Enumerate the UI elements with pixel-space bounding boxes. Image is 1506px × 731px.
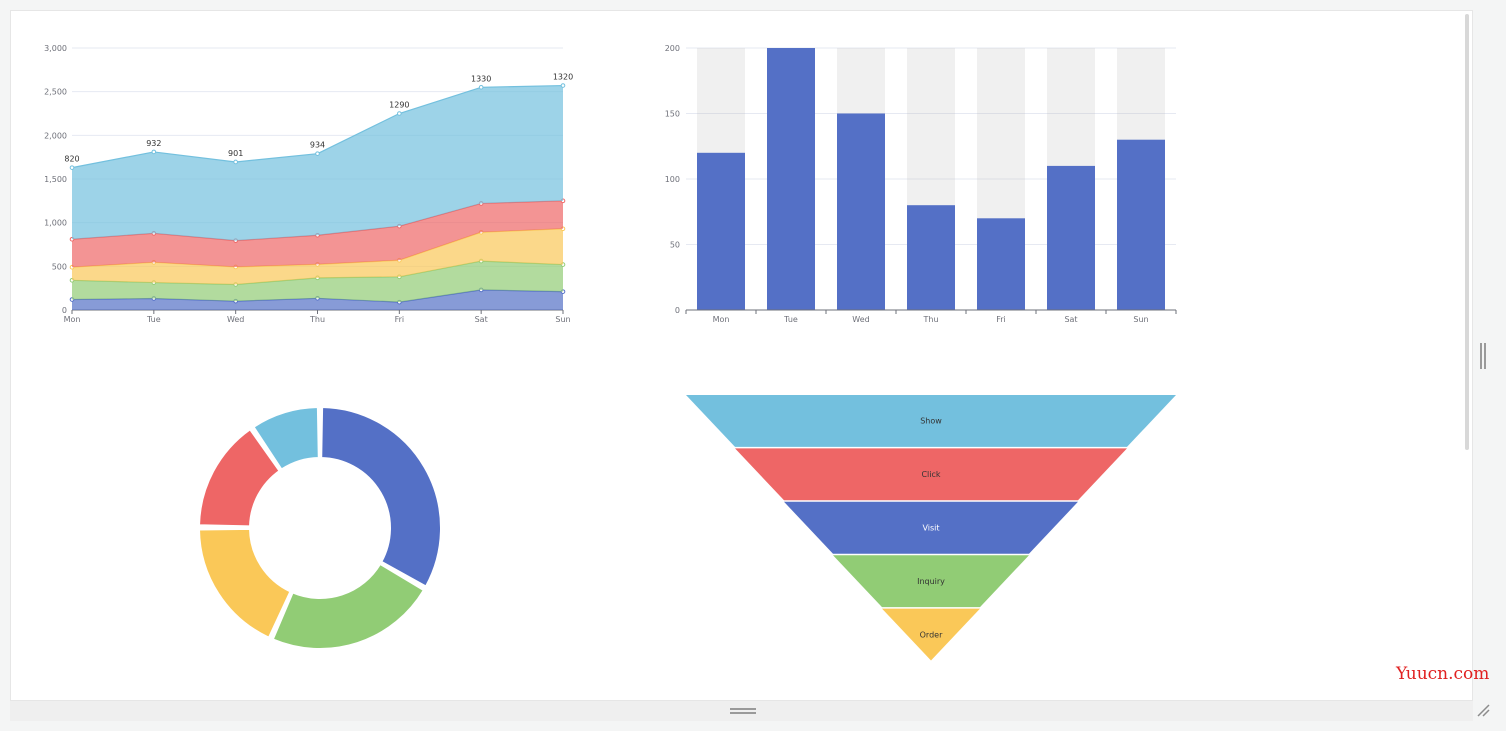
funnel-label: Show (920, 417, 942, 426)
data-label: 1320 (553, 73, 573, 82)
bar-sun (1117, 139, 1165, 310)
y-tick-label: 1,500 (44, 175, 67, 184)
funnel-label: Click (921, 470, 940, 479)
funnel-chart: Show Click Visit Inquiry Order (686, 395, 1176, 661)
x-tick-label: Wed (852, 315, 869, 324)
y-tick-label: 0 (62, 306, 67, 315)
bar-fri (977, 218, 1025, 310)
stacked-area-chart: 0 500 1,000 1,500 2,000 2,500 3,000 Mon Tue Wed Th… (44, 44, 573, 324)
y-tick-label: 500 (52, 262, 67, 271)
bar-thu (907, 205, 955, 310)
y-tick-label: 100 (665, 175, 680, 184)
area-series-4 (72, 200, 563, 268)
y-tick-label: 50 (670, 241, 680, 250)
x-tick-label: Tue (783, 315, 798, 324)
x-tick-label: Thu (309, 315, 325, 324)
data-point (233, 159, 238, 165)
vertical-scrollbar[interactable] (1465, 14, 1469, 450)
x-tick-label: Sat (475, 315, 488, 324)
data-label: 1290 (389, 101, 409, 110)
y-tick-label: 150 (665, 110, 680, 119)
y-tick-label: 3,000 (44, 44, 67, 53)
funnel-segment-click (735, 448, 1127, 501)
x-tick-label: Mon (713, 315, 730, 324)
area-series-3 (72, 228, 563, 285)
x-tick-label: Wed (227, 315, 244, 324)
x-tick-label: Fri (395, 315, 405, 324)
data-point (151, 149, 157, 155)
bar-wed (837, 113, 885, 310)
donut-slice-3 (198, 527, 292, 639)
x-tick-label: Tue (146, 315, 161, 324)
bar-chart: 0 50 100 150 200 Mon Tue Wed Thu Fri Sat Sun (665, 44, 1177, 324)
data-label: 1330 (471, 74, 491, 83)
donut-chart (198, 406, 442, 650)
drag-handle-icon[interactable] (730, 708, 756, 714)
x-tick-label: Thu (922, 315, 938, 324)
funnel-label: Order (920, 630, 943, 639)
data-label: 934 (310, 141, 325, 150)
area-series-5 (72, 85, 563, 241)
data-label: 932 (146, 139, 161, 148)
x-tick-label: Sun (1133, 315, 1148, 324)
data-point (69, 165, 75, 170)
x-tick-label: Fri (996, 315, 1006, 324)
data-point (560, 83, 566, 88)
data-point (315, 151, 320, 156)
donut-slice-2 (271, 562, 425, 650)
funnel-segment-order (882, 608, 980, 661)
y-tick-label: 2,500 (44, 88, 67, 97)
data-point (478, 85, 484, 90)
x-tick-label: Mon (64, 315, 81, 324)
y-tick-label: 1,000 (44, 219, 67, 228)
funnel-segment-show (686, 395, 1176, 447)
data-label: 901 (228, 149, 243, 158)
bar-mon (697, 152, 745, 310)
bar-sat (1047, 165, 1095, 310)
area-series-2 (72, 261, 563, 303)
bar-tue (767, 48, 815, 310)
bottom-resize-bar[interactable] (10, 701, 1473, 721)
data-label: 820 (64, 155, 79, 164)
donut-slice-5 (252, 406, 320, 471)
funnel-segment-visit (784, 501, 1078, 554)
x-tick-label: Sat (1064, 315, 1077, 324)
funnel-label: Inquiry (917, 577, 945, 586)
resize-grip-icon[interactable] (1476, 703, 1490, 717)
y-tick-label: 2,000 (44, 131, 67, 140)
donut-slice-1 (320, 406, 442, 588)
funnel-label: Visit (922, 524, 939, 533)
y-tick-label: 200 (665, 44, 680, 53)
watermark: Yuucn.com (1396, 664, 1490, 684)
data-point (397, 111, 402, 116)
x-tick-label: Sun (555, 315, 570, 324)
drag-handle-icon[interactable] (1480, 343, 1486, 369)
donut-slice-4 (198, 428, 281, 528)
funnel-segment-inquiry (833, 555, 1029, 608)
y-tick-label: 0 (675, 306, 680, 315)
